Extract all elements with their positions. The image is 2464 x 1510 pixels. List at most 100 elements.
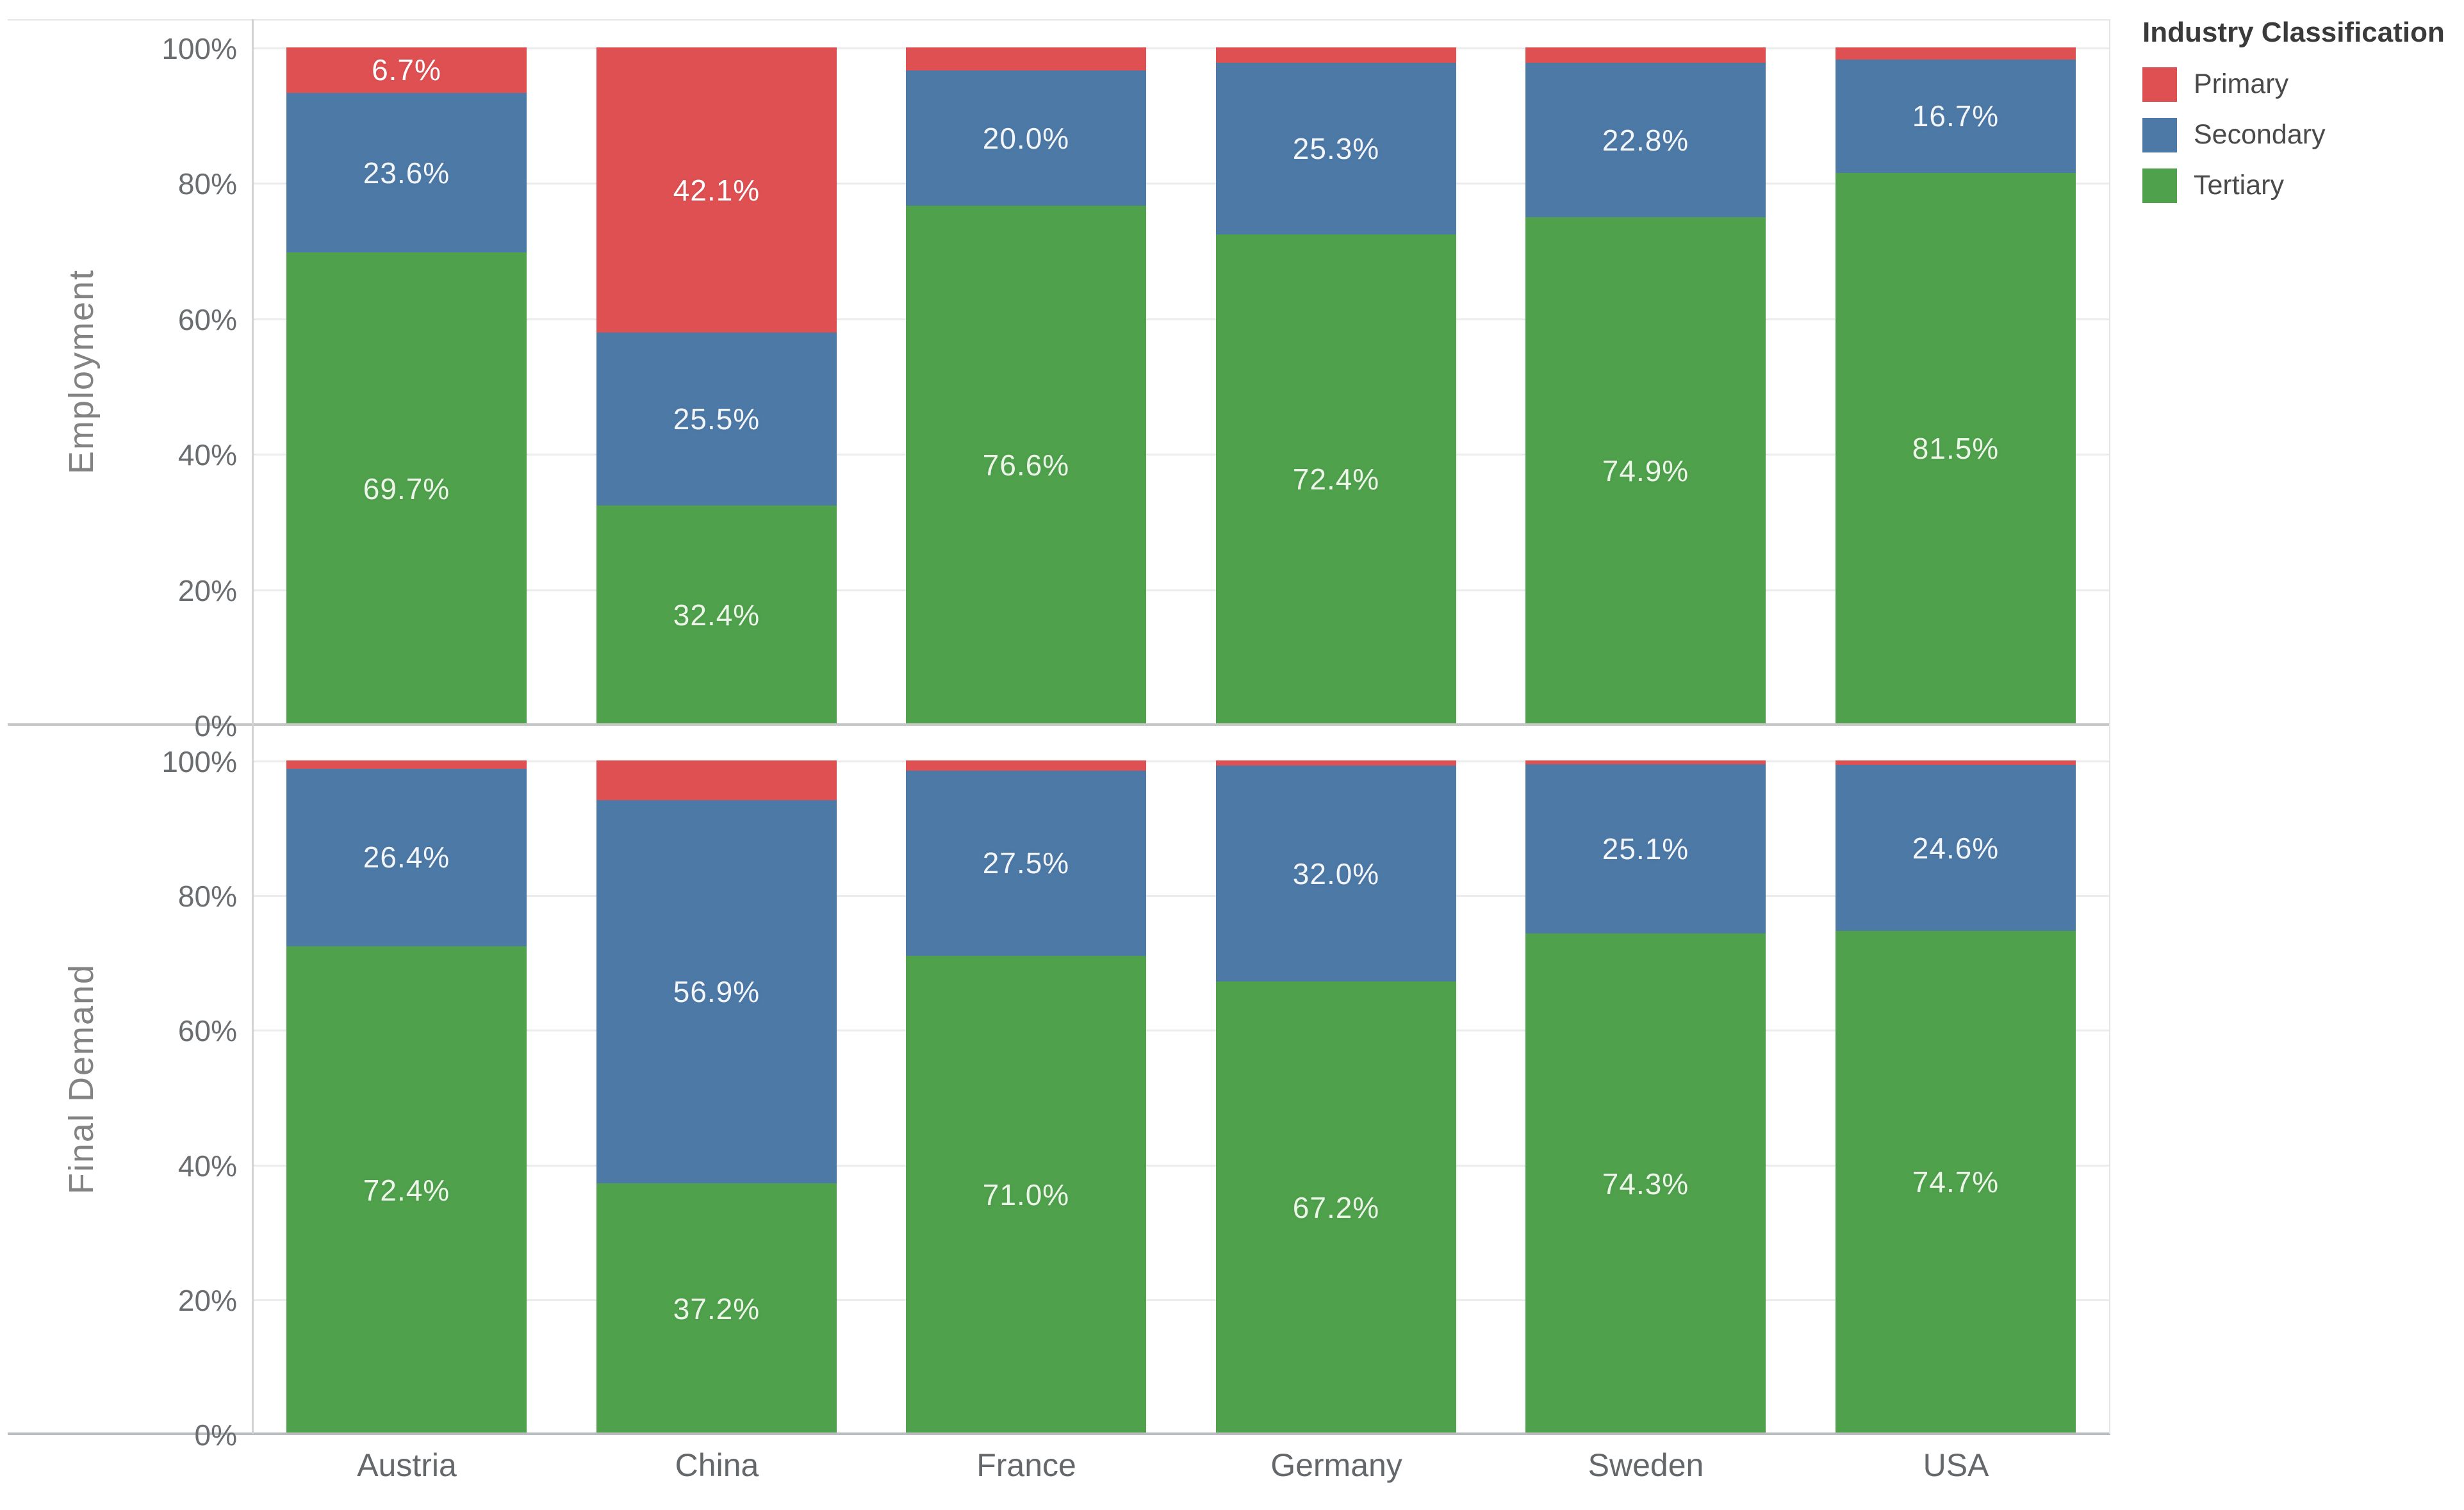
panel-divider [8, 723, 2110, 726]
segment-final-demand-france-primary [906, 760, 1146, 771]
segment-employment-germany-tertiary [1216, 234, 1456, 725]
bar-value-label: 32.4% [673, 598, 760, 632]
y-tick-label: 40% [177, 438, 237, 472]
segment-final-demand-china-secondary [596, 800, 837, 1183]
y-tick-label: 20% [177, 1284, 237, 1317]
segment-employment-france-tertiary [906, 206, 1146, 725]
segment-final-demand-sweden-tertiary [1525, 933, 1766, 1434]
x-axis-label-austria: Austria [357, 1447, 457, 1483]
bar-value-label: 32.0% [1292, 857, 1380, 890]
segment-final-demand-china-primary [596, 760, 837, 800]
gridline [252, 183, 2110, 185]
segment-employment-usa-primary [1836, 47, 2076, 60]
legend-swatch-secondary [2142, 117, 2177, 152]
bar-value-label: 20.0% [982, 121, 1070, 155]
y-tick-label: 100% [161, 745, 237, 778]
x-axis-label-china: China [675, 1447, 759, 1483]
legend-items: Primary Secondary Tertiary [2142, 67, 2463, 203]
bar-value-label: 69.7% [363, 472, 450, 505]
gridline [252, 1299, 2110, 1301]
y-tick-label: 0% [194, 1418, 237, 1452]
segment-employment-usa-tertiary [1836, 172, 2076, 725]
y-tick-label: 20% [177, 574, 237, 607]
bar-value-label: 72.4% [1292, 463, 1380, 496]
bar-value-label: 74.9% [1602, 454, 1689, 488]
segment-employment-china-secondary [596, 332, 837, 505]
segment-final-demand-sweden-secondary [1525, 764, 1766, 934]
legend-swatch-tertiary [2142, 168, 2177, 203]
legend-item-primary: Primary [2142, 67, 2463, 102]
x-axis-label-france: France [976, 1447, 1076, 1483]
y-tick-label: 80% [177, 880, 237, 913]
x-axis-label-usa: USA [1923, 1447, 1989, 1483]
bar-value-label: 27.5% [982, 846, 1070, 880]
bar-value-label: 76.6% [982, 448, 1070, 482]
bar-value-label: 24.6% [1912, 831, 2000, 865]
gridline [252, 760, 2110, 762]
bar-value-label: 25.3% [1292, 131, 1380, 165]
y-tick-label: 100% [161, 32, 237, 65]
segment-final-demand-austria-secondary [286, 768, 527, 947]
bar-value-label: 25.1% [1602, 832, 1689, 866]
bar-value-label: 72.4% [363, 1173, 450, 1207]
segment-employment-china-primary [596, 47, 837, 332]
segment-final-demand-austria-primary [286, 760, 527, 769]
gridline [252, 895, 2110, 897]
bar-value-label: 74.3% [1602, 1167, 1689, 1201]
segment-employment-austria-primary [286, 47, 527, 93]
bar-value-label: 23.6% [363, 156, 450, 190]
segment-employment-sweden-secondary [1525, 63, 1766, 218]
segment-final-demand-usa-primary [1836, 760, 2076, 766]
x-axis-label-germany: Germany [1270, 1447, 1402, 1483]
gridline [252, 589, 2110, 591]
segment-final-demand-china-tertiary [596, 1183, 837, 1434]
segment-employment-germany-primary [1216, 47, 1456, 63]
legend-item-tertiary: Tertiary [2142, 168, 2463, 203]
segment-employment-sweden-primary [1525, 47, 1766, 63]
segment-final-demand-germany-tertiary [1216, 981, 1456, 1434]
segment-final-demand-france-tertiary [906, 955, 1146, 1434]
y-tick-label: 0% [194, 709, 237, 743]
y-tick-label: 40% [177, 1149, 237, 1183]
legend-item-secondary: Secondary [2142, 117, 2463, 152]
segment-employment-france-primary [906, 47, 1146, 70]
panel-right-border [2109, 19, 2110, 1434]
y-axis-line [252, 19, 254, 1434]
segment-final-demand-usa-tertiary [1836, 930, 2076, 1434]
segment-final-demand-germany-primary [1216, 760, 1456, 766]
panel-top-border [8, 19, 2110, 21]
segment-final-demand-usa-secondary [1836, 765, 2076, 931]
bar-value-label: 67.2% [1292, 1190, 1380, 1224]
segment-employment-austria-tertiary [286, 252, 527, 725]
bar-value-label: 56.9% [673, 975, 760, 1008]
segment-employment-austria-secondary [286, 92, 527, 253]
bar-value-label: 42.1% [673, 173, 760, 207]
bar-value-label: 22.8% [1602, 123, 1689, 157]
segment-employment-germany-secondary [1216, 63, 1456, 234]
segment-employment-usa-secondary [1836, 60, 2076, 173]
y-tick-label: 80% [177, 167, 237, 201]
row-label-final-demand: Final Demand [62, 963, 101, 1195]
x-axis-label-sweden: Sweden [1588, 1447, 1704, 1483]
segment-employment-france-secondary [906, 70, 1146, 206]
bar-value-label: 16.7% [1912, 99, 2000, 133]
legend-title: Industry Classification [2142, 17, 2445, 48]
bar-value-label: 71.0% [982, 1178, 1070, 1211]
bar-value-label: 26.4% [363, 841, 450, 874]
y-tick-label: 60% [177, 303, 237, 336]
segment-final-demand-austria-tertiary [286, 946, 527, 1434]
bar-value-label: 74.7% [1912, 1165, 2000, 1199]
row-label-employment: Employment [62, 268, 101, 475]
gridline [252, 1030, 2110, 1031]
x-axis-line [8, 1432, 2110, 1435]
bar-value-label: 81.5% [1912, 432, 2000, 466]
legend-label: Tertiary [2194, 170, 2284, 201]
gridline [252, 318, 2110, 320]
segment-final-demand-germany-secondary [1216, 766, 1456, 981]
bar-value-label: 6.7% [372, 53, 441, 87]
segment-final-demand-france-secondary [906, 770, 1146, 956]
segment-employment-sweden-tertiary [1525, 217, 1766, 725]
segment-final-demand-sweden-primary [1525, 760, 1766, 765]
legend-label: Primary [2194, 69, 2289, 100]
